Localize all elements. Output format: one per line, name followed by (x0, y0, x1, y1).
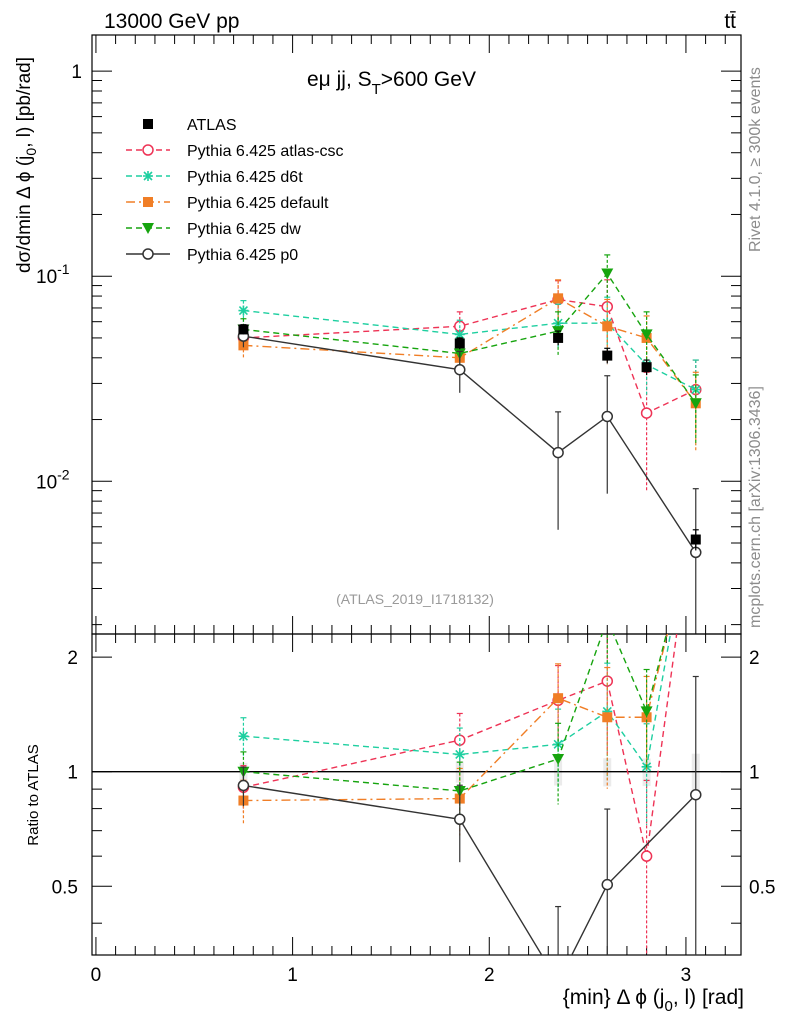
series-line (243, 335, 697, 553)
ratio-point (553, 977, 563, 987)
data-point (640, 407, 653, 419)
data-point (238, 324, 249, 335)
data-point (454, 338, 465, 349)
legend-marker (143, 171, 153, 181)
ratio-y-axis-label: Ratio to ATLAS (25, 744, 42, 845)
series-line (243, 297, 697, 404)
ratio-point (237, 779, 250, 792)
ratio-point (553, 693, 564, 704)
ratio-y-tick-label-right: 2 (749, 648, 760, 669)
ratio-point (602, 712, 613, 723)
ratio-point (690, 788, 702, 801)
ratio-pythia-6-425-p0 (237, 675, 702, 987)
ratio-point (454, 749, 465, 760)
data-point (553, 332, 564, 343)
x-tick-label: 1 (287, 965, 298, 986)
data-point (602, 350, 613, 361)
legend-entry: Pythia 6.425 p0 (126, 247, 298, 264)
ratio-y-tick-label-right: 1 (749, 763, 760, 784)
series-line (243, 272, 697, 404)
legend-entry: Pythia 6.425 dw (126, 221, 301, 238)
data-point (602, 321, 613, 332)
atlas-uncertainty-band (239, 753, 700, 792)
series-pythia-6-425-default (238, 279, 701, 452)
legend-marker (142, 248, 154, 260)
analysis-id: (ATLAS_2019_I1718132) (336, 591, 494, 607)
legend-marker (142, 223, 154, 234)
ratio-point (601, 878, 614, 891)
ratio-pythia-6-425-atlas-csc (237, 634, 678, 955)
ratio-y-tick-label: 0.5 (52, 877, 78, 898)
y-tick-label: 10-1 (36, 261, 70, 288)
legend-label: Pythia 6.425 p0 (187, 247, 298, 264)
series-line (243, 298, 697, 415)
process-label: tt̄ (724, 10, 736, 33)
data-point (640, 329, 653, 341)
data-point (454, 329, 465, 340)
y-tick-label: 10-2 (36, 466, 70, 493)
legend-label: Pythia 6.425 dw (187, 221, 301, 238)
chart-title: eμ jj, ST>600 GeV (307, 68, 476, 98)
x-tick-label: 0 (91, 965, 102, 986)
main-series-group (237, 254, 702, 634)
main-panel: 1 10-1 10-2 (36, 34, 742, 635)
data-point (553, 293, 564, 304)
ratio-point (601, 615, 613, 626)
data-point (552, 446, 564, 459)
data-point (689, 398, 702, 410)
ratio-pythia-6-425-default (238, 634, 669, 836)
ratio-y-tick-label: 1 (67, 763, 78, 784)
legend-entry: Pythia 6.425 default (126, 195, 329, 212)
series-pythia-6-425-p0 (237, 325, 702, 634)
data-point (690, 534, 701, 545)
legend-label: ATLAS (187, 117, 237, 134)
ratio-point (454, 813, 466, 826)
series-pythia-6-425-d6t (238, 296, 701, 435)
ratio-y-tick-label: 2 (67, 648, 78, 669)
series-pythia-6-425-atlas-csc (237, 279, 702, 491)
ratio-panel: 0 1 2 3 0.5 0.5 1 1 2 2 (52, 615, 775, 987)
ratio-point (602, 706, 613, 717)
ratio-series-group (237, 615, 702, 987)
legend-marker (143, 197, 153, 207)
data-point (601, 268, 614, 280)
legend-label: Pythia 6.425 atlas-csc (187, 143, 344, 160)
y-tick-label: 1 (71, 62, 82, 83)
data-point (454, 363, 466, 376)
ratio-y-tick-label-right: 0.5 (749, 877, 775, 898)
series-line (243, 309, 697, 391)
x-axis-label: {min} Δ ϕ (j0, l) [rad] (563, 986, 744, 1015)
legend-label: Pythia 6.425 default (187, 195, 329, 212)
ratio-line (243, 634, 678, 857)
legend-marker (142, 144, 154, 156)
x-tick-label: 3 (681, 965, 692, 986)
ratio-line (243, 634, 672, 769)
ratio-line (243, 634, 669, 802)
legend: ATLAS Pythia 6.425 atlas-csc Pythia 6.425 … (126, 117, 344, 264)
energy-label: 13000 GeV pp (104, 10, 239, 33)
data-point (601, 410, 614, 423)
data-point (641, 362, 652, 373)
legend-label: Pythia 6.425 d6t (187, 169, 303, 186)
ratio-point (640, 706, 653, 718)
x-tick-label: 2 (484, 965, 495, 986)
rivet-version-label: Rivet 4.1.0, ≥ 300k events (747, 67, 764, 252)
ratio-frame (91, 633, 742, 956)
ratio-line (243, 784, 697, 955)
series-atlas (238, 324, 701, 551)
data-point (238, 305, 249, 316)
ratio-point (640, 850, 653, 862)
source-label: mcplots.cern.ch [arXiv:1306.3436] (747, 386, 764, 628)
ratio-pythia-6-425-dw (237, 615, 668, 826)
legend-entry: ATLAS (143, 117, 237, 134)
legend-marker (143, 119, 153, 129)
ratio-point (238, 731, 249, 742)
legend-entry: Pythia 6.425 d6t (126, 169, 303, 186)
ratio-point (552, 753, 565, 765)
y-axis-label: dσ/dmin Δ ϕ (j0, l) [pb/rad] (14, 57, 39, 273)
ratio-line (243, 634, 668, 792)
legend-entry: Pythia 6.425 atlas-csc (126, 143, 344, 160)
